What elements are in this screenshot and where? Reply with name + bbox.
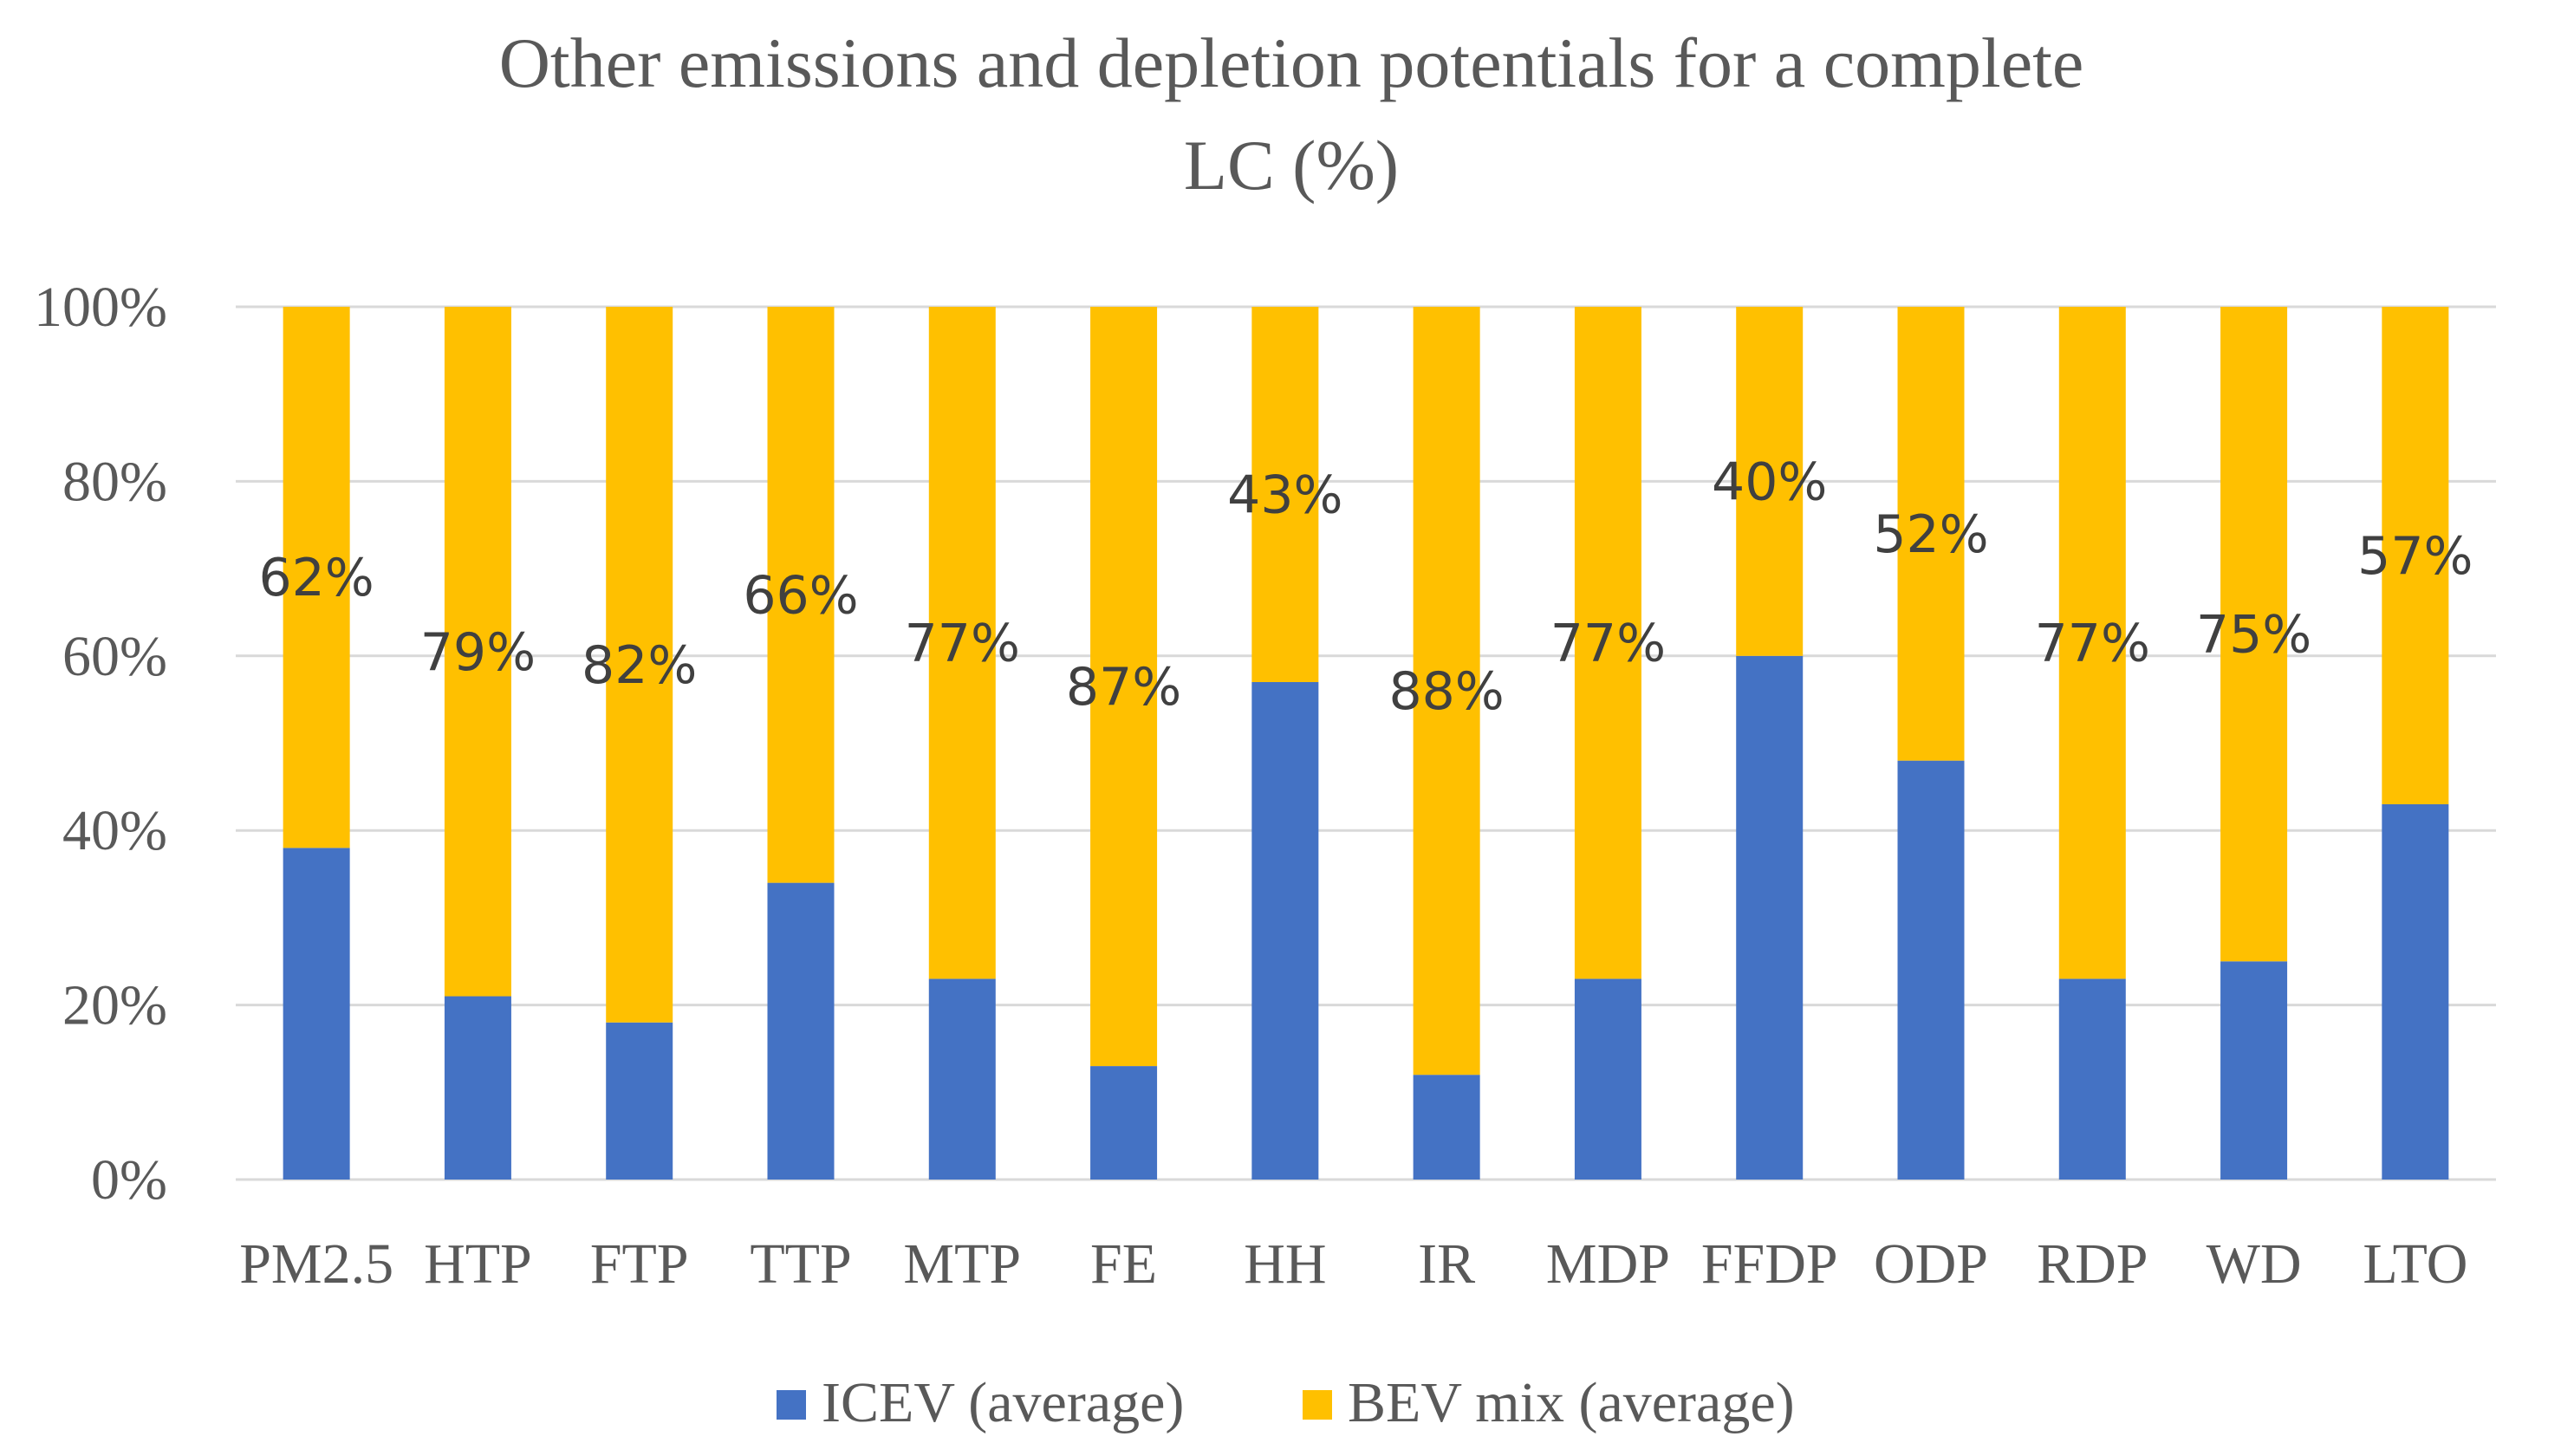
x-category-label: FFDP [1701,1232,1838,1296]
bar-bev-odp [1897,307,1965,761]
y-tick-label: 100% [34,276,167,339]
data-label-bev: 57% [2357,526,2473,587]
bar-bev-hh [1251,307,1319,683]
y-tick-label: 80% [62,450,167,513]
data-label-bev: 62% [258,548,374,608]
bar-icev-pm25 [283,848,350,1180]
data-label-bev: 40% [1712,452,1827,512]
bar-bev-lto [2382,307,2449,804]
y-tick-label: 60% [62,625,167,688]
bar-icev-ttp [767,882,835,1180]
x-category-label: PM2.5 [239,1232,393,1296]
chart-title-line-2: LC (%) [1184,126,1399,205]
bar-icev-rdp [2058,978,2126,1180]
bar-bev-rdp [2058,307,2126,979]
bar-icev-ffdp [1736,655,1804,1180]
bar-bev-wd [2220,307,2288,962]
legend-label-icev: ICEV (average) [822,1371,1184,1434]
x-category-label: ODP [1874,1232,1988,1296]
data-label-bev: 77% [1550,614,1666,674]
bar-bev-mtp [928,307,996,979]
x-category-label: RDP [2037,1232,2148,1296]
bar-bev-ir [1413,307,1480,1076]
y-tick-label: 20% [62,974,167,1037]
data-label-bev: 88% [1388,661,1504,722]
data-labels: 62% 79% 82% 66% 77% 87% 43% 88% 77% 40% 52% 77% 75% 5… [258,452,2473,722]
data-label-bev: 52% [1873,504,1988,565]
bar-icev-mdp [1574,978,1641,1180]
gridlines [236,305,2496,1181]
data-label-bev: 87% [1066,657,1181,718]
bar-bev-ttp [767,307,835,883]
data-label-bev: 79% [420,622,536,683]
x-category-label: FTP [590,1232,689,1296]
legend-swatch-icev [777,1390,806,1420]
x-category-label: HH [1244,1232,1326,1296]
legend-swatch-bev [1303,1390,1332,1420]
bar-bev-pm25 [283,307,350,848]
bar-icev-fe [1090,1066,1158,1180]
data-label-bev: 66% [743,565,858,626]
x-category-label: MDP [1546,1232,1670,1296]
bar-icev-wd [2220,961,2288,1180]
bar-icev-hh [1251,682,1319,1180]
chart-title: Other emissions and depletion potentials… [499,23,2084,205]
bar-bev-mdp [1574,307,1641,979]
x-category-label: WD [2207,1232,2302,1296]
x-category-label: MTP [903,1232,1021,1296]
x-category-label: LTO [2363,1232,2467,1296]
y-axis-ticks: 0% 20% 40% 60% 80% 100% [34,276,167,1212]
bars [283,307,2449,1180]
bar-bev-ffdp [1736,307,1804,656]
x-category-label: FE [1090,1232,1157,1296]
data-label-bev: 75% [2196,605,2311,666]
bar-bev-htp [444,307,511,997]
data-label-bev: 43% [1227,465,1342,526]
bar-bev-ftp [606,307,673,1023]
data-label-bev: 82% [582,635,697,696]
chart-title-line-1: Other emissions and depletion potentials… [499,23,2084,102]
x-category-label: HTP [424,1232,532,1296]
bar-icev-odp [1897,760,1965,1180]
y-tick-label: 40% [62,799,167,862]
data-label-bev: 77% [2035,614,2150,674]
bar-icev-ftp [606,1022,673,1180]
x-category-label: TTP [750,1232,851,1296]
legend: ICEV (average) BEV mix (average) [777,1371,1795,1434]
bar-icev-mtp [928,978,996,1180]
legend-label-bev: BEV mix (average) [1348,1371,1795,1434]
x-axis-categories: PM2.5 HTP FTP TTP MTP FE HH IR MDP FFDP ODP RDP WD LT… [239,1232,2467,1296]
y-tick-label: 0% [91,1148,167,1212]
bar-icev-lto [2382,803,2449,1180]
x-category-label: IR [1418,1232,1475,1296]
bar-icev-htp [444,996,511,1180]
data-label-bev: 77% [905,614,1020,674]
bar-bev-fe [1090,307,1158,1067]
bar-icev-ir [1413,1075,1480,1180]
